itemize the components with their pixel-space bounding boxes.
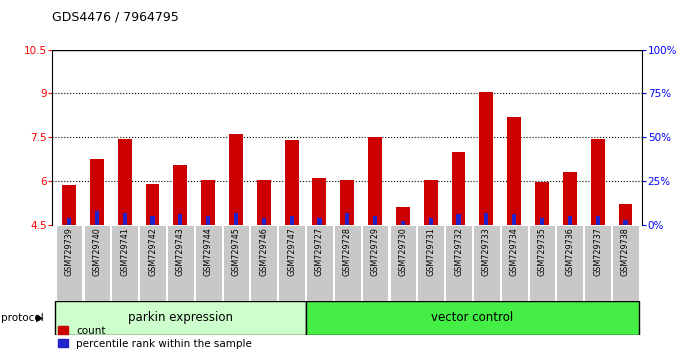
Bar <box>512 214 517 225</box>
Bar <box>95 211 99 225</box>
Bar <box>484 212 489 225</box>
Bar <box>346 212 349 225</box>
Bar <box>373 216 377 225</box>
Bar <box>290 216 294 225</box>
Bar <box>67 218 71 225</box>
Text: GSM729747: GSM729747 <box>287 227 296 276</box>
Bar <box>55 301 306 335</box>
Text: GSM729744: GSM729744 <box>204 227 213 276</box>
Bar <box>445 225 472 301</box>
Text: GSM729729: GSM729729 <box>371 227 380 276</box>
Bar <box>279 225 305 301</box>
Bar <box>623 219 628 225</box>
Text: ▶: ▶ <box>36 313 44 323</box>
Bar <box>401 221 405 225</box>
Bar <box>84 225 110 301</box>
Bar <box>206 216 210 225</box>
Bar <box>452 152 466 225</box>
Bar <box>285 140 299 225</box>
Bar <box>591 139 604 225</box>
Bar <box>429 218 433 225</box>
Text: protocol: protocol <box>1 313 44 323</box>
Bar <box>111 225 138 301</box>
Text: GSM729735: GSM729735 <box>537 227 547 276</box>
Text: GSM729734: GSM729734 <box>510 227 519 276</box>
Bar <box>480 92 493 225</box>
Bar <box>535 182 549 225</box>
Bar <box>139 225 166 301</box>
Text: parkin expression: parkin expression <box>128 311 233 324</box>
Bar <box>229 134 243 225</box>
Bar <box>362 225 388 301</box>
Text: GDS4476 / 7964795: GDS4476 / 7964795 <box>52 11 179 24</box>
Text: GSM729733: GSM729733 <box>482 227 491 276</box>
Bar <box>567 216 572 225</box>
Text: GSM729738: GSM729738 <box>621 227 630 276</box>
Bar <box>178 214 182 225</box>
Bar <box>173 165 187 225</box>
Bar <box>151 216 154 225</box>
Bar <box>424 179 438 225</box>
Text: GSM729742: GSM729742 <box>148 227 157 276</box>
Bar <box>473 225 500 301</box>
Bar <box>262 218 266 225</box>
Bar <box>234 212 238 225</box>
Text: GSM729746: GSM729746 <box>259 227 268 276</box>
Bar <box>563 172 577 225</box>
Bar <box>456 214 461 225</box>
Bar <box>528 225 556 301</box>
Bar <box>251 225 277 301</box>
Text: GSM729736: GSM729736 <box>565 227 574 276</box>
Text: GSM729731: GSM729731 <box>426 227 436 276</box>
Text: GSM729727: GSM729727 <box>315 227 324 276</box>
Text: GSM729743: GSM729743 <box>176 227 185 276</box>
Bar <box>123 212 127 225</box>
Text: GSM729732: GSM729732 <box>454 227 463 276</box>
Bar <box>313 178 327 225</box>
Bar <box>341 179 354 225</box>
Bar <box>389 225 416 301</box>
Legend: count, percentile rank within the sample: count, percentile rank within the sample <box>57 326 252 349</box>
Bar <box>334 225 361 301</box>
Bar <box>90 159 104 225</box>
Text: GSM729745: GSM729745 <box>232 227 241 276</box>
Text: vector control: vector control <box>431 311 514 324</box>
Text: GSM729741: GSM729741 <box>120 227 129 276</box>
Bar <box>540 218 544 225</box>
Bar <box>595 216 600 225</box>
Bar <box>146 184 159 225</box>
Bar <box>167 225 193 301</box>
Bar <box>56 225 82 301</box>
Text: GSM729730: GSM729730 <box>399 227 408 276</box>
Bar <box>257 179 271 225</box>
Bar <box>62 185 76 225</box>
Text: GSM729739: GSM729739 <box>64 227 73 276</box>
Bar <box>306 225 333 301</box>
Bar <box>318 218 322 225</box>
Bar <box>584 225 611 301</box>
Text: GSM729740: GSM729740 <box>92 227 101 276</box>
Bar <box>417 225 444 301</box>
Bar <box>223 225 249 301</box>
Text: GSM729737: GSM729737 <box>593 227 602 276</box>
Bar <box>118 139 132 225</box>
Bar <box>368 137 382 225</box>
Bar <box>618 204 632 225</box>
Bar <box>507 117 521 225</box>
Bar <box>195 225 221 301</box>
Bar <box>396 207 410 225</box>
Text: GSM729728: GSM729728 <box>343 227 352 276</box>
Bar <box>612 225 639 301</box>
Bar <box>556 225 583 301</box>
Bar <box>306 301 639 335</box>
Bar <box>501 225 528 301</box>
Bar <box>201 179 215 225</box>
